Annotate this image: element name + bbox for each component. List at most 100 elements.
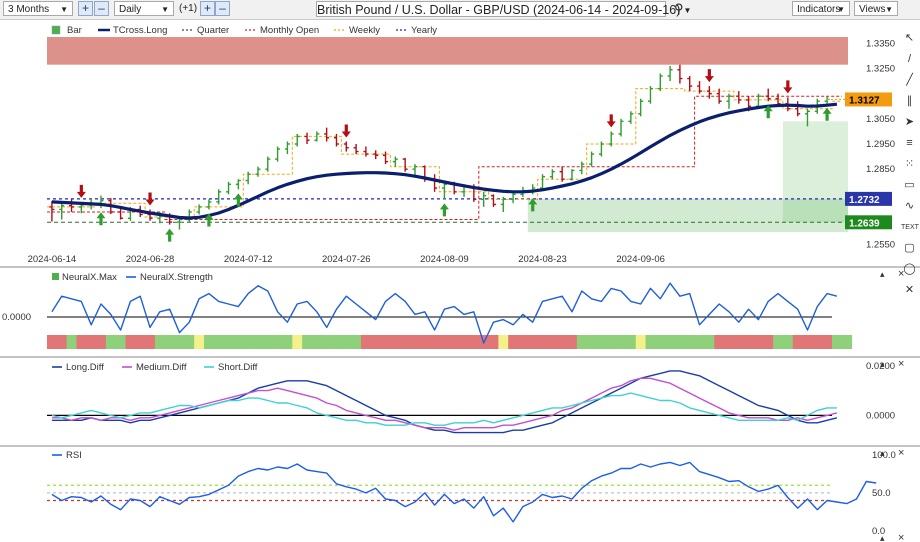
legend-label: Bar bbox=[67, 25, 82, 36]
wave-icon[interactable]: ∿ bbox=[904, 200, 915, 212]
sell-arrow-icon bbox=[606, 114, 616, 128]
neural-band-cell bbox=[311, 335, 323, 349]
neural-band-cell bbox=[419, 335, 431, 349]
period-select[interactable]: 3 Months ▼ bbox=[3, 1, 73, 16]
resistance-zone bbox=[47, 37, 848, 65]
period-value: 3 Months bbox=[8, 4, 50, 15]
y-tick-label: 1.3050 bbox=[866, 114, 895, 125]
neural-band-cell bbox=[625, 335, 637, 349]
neural-band-cell bbox=[802, 335, 813, 349]
neural-band-cell bbox=[194, 335, 205, 349]
support-zone bbox=[527, 198, 848, 233]
neural-band-cell bbox=[262, 335, 274, 349]
views-button[interactable]: Views ▼ bbox=[854, 1, 898, 16]
neural-band-cell bbox=[684, 335, 696, 349]
neural-band-cell bbox=[537, 335, 548, 349]
line-icon[interactable]: / bbox=[907, 53, 912, 65]
neural-band-cell bbox=[753, 335, 764, 349]
neuralx-strength-line bbox=[51, 282, 838, 344]
neural-band-cell bbox=[125, 335, 136, 349]
plus-icon[interactable]: + bbox=[78, 1, 93, 16]
neural-band-cell bbox=[459, 335, 470, 349]
y-tick-label: 1.3250 bbox=[866, 63, 895, 74]
panel-collapse-icon: ▴ bbox=[880, 448, 885, 458]
buy-arrow-icon bbox=[233, 193, 243, 207]
neural-band-cell bbox=[76, 335, 87, 349]
buy-arrow-icon bbox=[204, 213, 214, 227]
offset-minus-icon[interactable]: – bbox=[215, 1, 230, 16]
neural-band-cell bbox=[361, 335, 372, 349]
neural-band-cell bbox=[743, 335, 754, 349]
neural-band-cell bbox=[331, 335, 342, 349]
neural-band-cell bbox=[282, 335, 293, 349]
legend-label: Medium.Diff bbox=[136, 362, 187, 373]
chart-area[interactable]: 1.3350 1.3250 1.3050 1.2950 1.2850 1.2550 2024… bbox=[0, 19, 920, 542]
x-tick-label: 2024-08-09 bbox=[420, 254, 469, 265]
neural-band-cell bbox=[184, 335, 195, 349]
neural-band-cell bbox=[96, 335, 107, 349]
sell-arrow-icon bbox=[704, 69, 714, 83]
neural-band-cell bbox=[47, 335, 58, 349]
neural-band-cell bbox=[841, 335, 853, 349]
neural-band-cell bbox=[576, 335, 588, 349]
channel-icon[interactable]: ∥ bbox=[906, 95, 913, 107]
neural-band-cell bbox=[351, 335, 362, 349]
neural-band-cell bbox=[557, 335, 568, 349]
yearly-open-label: 1.2732 bbox=[849, 195, 880, 206]
neural-y-tick-label: 0.0000 bbox=[2, 312, 31, 323]
legend-label: Quarter bbox=[197, 25, 229, 36]
neural-band-cell bbox=[812, 335, 823, 349]
neural-band-cell bbox=[390, 335, 401, 349]
legend-label: TCross.Long bbox=[113, 25, 167, 36]
x-tick-label: 2024-06-28 bbox=[126, 254, 175, 265]
panel-close-icon: × bbox=[898, 447, 904, 459]
buy-arrow-icon bbox=[822, 107, 832, 121]
neural-band-cell bbox=[370, 335, 382, 349]
neural-band-cell bbox=[429, 335, 440, 349]
text-icon[interactable]: TEXT bbox=[901, 224, 919, 231]
rsi-y-tick-label: 50.0 bbox=[872, 488, 891, 499]
y-tick-label: 1.2950 bbox=[866, 139, 895, 150]
cursor-icon[interactable]: ↖ bbox=[904, 32, 915, 44]
buy-arrow-icon bbox=[165, 228, 175, 242]
close-icon[interactable]: ✕ bbox=[904, 284, 915, 296]
magnifier-icon[interactable]: ⚲▼ bbox=[674, 1, 692, 16]
neural-band-cell bbox=[56, 335, 68, 349]
fib-icon[interactable]: ≡ bbox=[906, 137, 913, 149]
neural-band-cell bbox=[154, 335, 166, 349]
y-tick-label: 1.3350 bbox=[866, 38, 895, 49]
neural-band-cell bbox=[527, 335, 539, 349]
current-price-label-bg bbox=[845, 92, 892, 107]
rect-icon[interactable]: ▭ bbox=[904, 179, 915, 191]
rsi-y-tick-label: 100.0 bbox=[872, 450, 896, 461]
neural-band-cell bbox=[105, 335, 117, 349]
sell-arrow-icon bbox=[145, 192, 155, 206]
legend-label: Long.Diff bbox=[66, 362, 104, 373]
circle-icon[interactable]: ◯ bbox=[903, 263, 916, 275]
neural-band-cell bbox=[665, 335, 676, 349]
minus-icon[interactable]: – bbox=[94, 1, 109, 16]
neural-band-cell bbox=[567, 335, 578, 349]
neural-band-cell bbox=[321, 335, 333, 349]
legend-label: Short.Diff bbox=[218, 362, 258, 373]
panel-collapse-icon: ▴ bbox=[880, 359, 885, 369]
neural-band-cell bbox=[616, 335, 627, 349]
toolbar: 3 Months ▼ + – Daily ▼ (+1) + – British Po… bbox=[0, 0, 920, 20]
neural-band-cell bbox=[733, 335, 745, 349]
x-tick-label: 2024-07-12 bbox=[224, 254, 273, 265]
neural-band-cell bbox=[508, 335, 519, 349]
offset-plus-icon[interactable]: + bbox=[200, 1, 215, 16]
grid-icon[interactable]: ⁙ bbox=[904, 158, 915, 170]
panel-collapse-icon: ▴ bbox=[880, 533, 885, 542]
panel-close-icon: × bbox=[898, 532, 904, 542]
arrow-icon[interactable]: ➤ bbox=[904, 116, 915, 128]
interval-select[interactable]: Daily ▼ bbox=[114, 1, 174, 16]
x-tick-label: 2024-09-06 bbox=[616, 254, 665, 265]
buy-arrow-icon bbox=[96, 212, 106, 226]
ray-icon[interactable]: ╱ bbox=[906, 74, 913, 86]
neural-band-cell bbox=[66, 335, 77, 349]
tcross-long-line bbox=[51, 102, 838, 220]
indicators-button[interactable]: Indicators ▼ bbox=[792, 1, 850, 16]
square-icon[interactable]: ▢ bbox=[904, 242, 915, 254]
neural-band-cell bbox=[86, 335, 97, 349]
